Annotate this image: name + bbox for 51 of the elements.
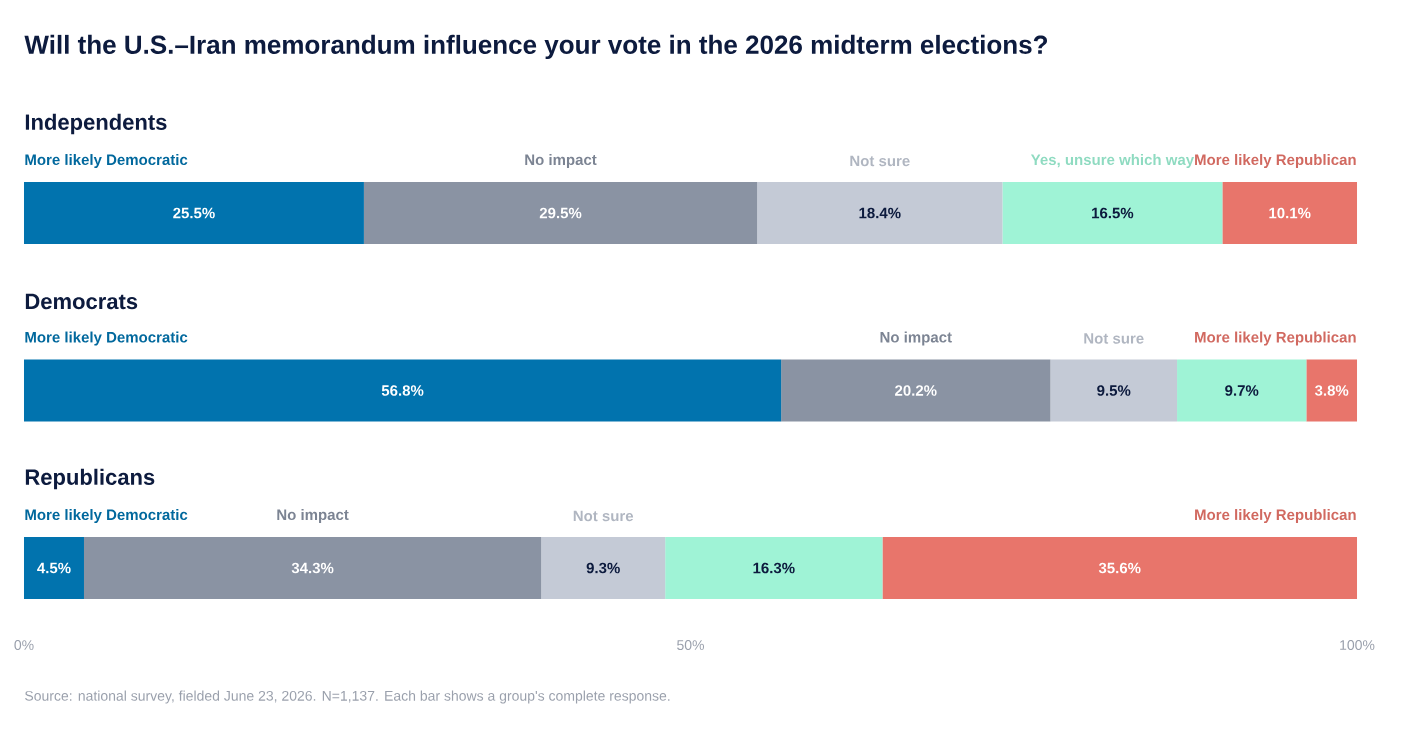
- y-tick-label: Republicans: [25, 468, 155, 490]
- bar: [541, 537, 666, 600]
- data-label: 18.4%: [859, 207, 901, 219]
- bar: [83, 537, 542, 600]
- data-label: 9.7%: [1225, 385, 1259, 396]
- y-tick-label: Democrats: [25, 293, 138, 310]
- data-label: 25.5%: [173, 207, 215, 219]
- bar: [1002, 182, 1223, 245]
- data-label: 35.6%: [1098, 562, 1141, 574]
- data-label: 56.8%: [381, 385, 424, 396]
- series-label: Not sure: [1084, 333, 1144, 344]
- bar: [24, 182, 364, 245]
- data-label: 9.3%: [586, 562, 620, 574]
- chart-title: Will the U.S.–Iran memorandum influence your vote in the 2026 midterm elections?: [24, 34, 1048, 60]
- x-tick-label: 100%: [1340, 640, 1375, 650]
- data-label: 3.8%: [1314, 385, 1349, 396]
- bar: [1222, 182, 1358, 245]
- bar: [882, 537, 1358, 600]
- bar: [1050, 359, 1178, 422]
- series-label: More likely Republican: [1195, 509, 1356, 523]
- series-label: No impact: [525, 154, 597, 168]
- data-label: 10.1%: [1269, 207, 1311, 219]
- data-label: 29.5%: [539, 207, 582, 219]
- series-label: More likely Democratic: [25, 509, 188, 523]
- data-label: 34.3%: [291, 562, 334, 574]
- source-note: Source: national survey, fielded June 23, 2026. N=1,137. Each bar shows a group's complete response.: [25, 690, 670, 704]
- data-label: 20.2%: [895, 385, 937, 396]
- data-label: 9.5%: [1097, 385, 1131, 396]
- bar: [24, 537, 84, 600]
- series-label: Yes, unsure which way: [1030, 154, 1195, 168]
- series-label: Not sure: [573, 510, 634, 522]
- series-label: More likely Democratic: [25, 331, 188, 346]
- bar: [1177, 359, 1307, 422]
- data-label: 4.5%: [37, 562, 71, 574]
- bar: [363, 182, 758, 245]
- data-label: 16.3%: [753, 562, 795, 574]
- x-tick-label: 0%: [14, 640, 34, 650]
- series-label: No impact: [277, 509, 349, 523]
- series-label: Not sure: [850, 155, 910, 167]
- bar: [781, 359, 1051, 422]
- bar: [1306, 359, 1358, 422]
- series-label: More likely Democratic: [25, 154, 188, 168]
- series-label: No impact: [880, 331, 952, 346]
- series-label: More likely Republican: [1195, 331, 1356, 346]
- series-label: More likely Republican: [1195, 154, 1356, 168]
- x-tick-label: 50%: [677, 640, 705, 650]
- bar: [24, 359, 782, 422]
- bar: [665, 537, 883, 600]
- y-tick-label: Independents: [25, 113, 167, 135]
- bar: [757, 182, 1003, 245]
- data-label: 16.5%: [1092, 207, 1134, 219]
